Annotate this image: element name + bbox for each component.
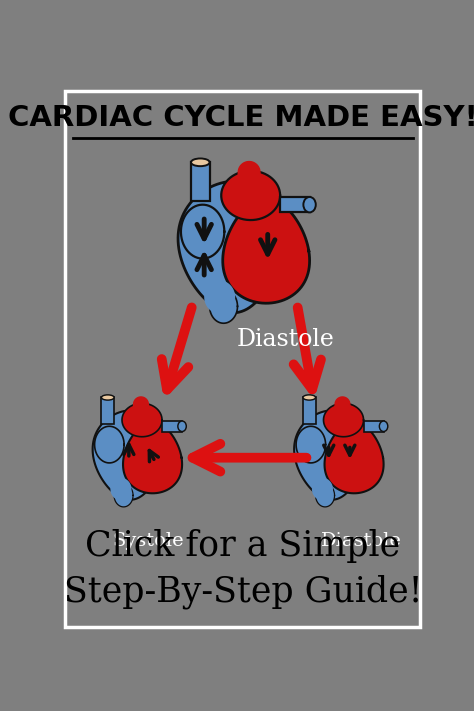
Polygon shape — [204, 280, 235, 314]
Polygon shape — [181, 205, 224, 259]
Polygon shape — [123, 422, 182, 493]
Polygon shape — [312, 478, 333, 501]
Text: Diastole: Diastole — [321, 532, 402, 550]
Polygon shape — [114, 484, 133, 507]
Polygon shape — [335, 397, 350, 410]
Polygon shape — [324, 403, 364, 437]
Ellipse shape — [303, 197, 316, 213]
FancyBboxPatch shape — [280, 197, 310, 213]
Polygon shape — [238, 161, 260, 180]
Polygon shape — [122, 403, 162, 437]
Ellipse shape — [178, 421, 186, 432]
Polygon shape — [221, 171, 280, 220]
Polygon shape — [178, 181, 280, 313]
Ellipse shape — [191, 159, 210, 166]
Polygon shape — [134, 397, 148, 410]
Polygon shape — [294, 410, 364, 500]
Text: Click for a Simple
Step-By-Step Guide!: Click for a Simple Step-By-Step Guide! — [64, 528, 422, 609]
Polygon shape — [316, 484, 335, 507]
Ellipse shape — [379, 421, 388, 432]
Polygon shape — [92, 410, 162, 500]
FancyBboxPatch shape — [101, 397, 114, 424]
Polygon shape — [336, 399, 346, 412]
Polygon shape — [110, 478, 131, 501]
Polygon shape — [239, 165, 255, 183]
Text: CARDIAC CYCLE MADE EASY!: CARDIAC CYCLE MADE EASY! — [8, 104, 474, 132]
FancyBboxPatch shape — [191, 162, 210, 201]
FancyBboxPatch shape — [364, 421, 383, 432]
Polygon shape — [223, 198, 310, 303]
Polygon shape — [95, 427, 124, 463]
Text: Systole: Systole — [112, 532, 184, 550]
FancyBboxPatch shape — [303, 397, 316, 424]
Polygon shape — [210, 289, 237, 324]
Ellipse shape — [101, 395, 114, 400]
FancyBboxPatch shape — [162, 421, 182, 432]
Ellipse shape — [303, 395, 316, 400]
Polygon shape — [296, 427, 326, 463]
Polygon shape — [134, 399, 145, 412]
Text: Diastole: Diastole — [237, 328, 335, 351]
Polygon shape — [325, 422, 383, 493]
